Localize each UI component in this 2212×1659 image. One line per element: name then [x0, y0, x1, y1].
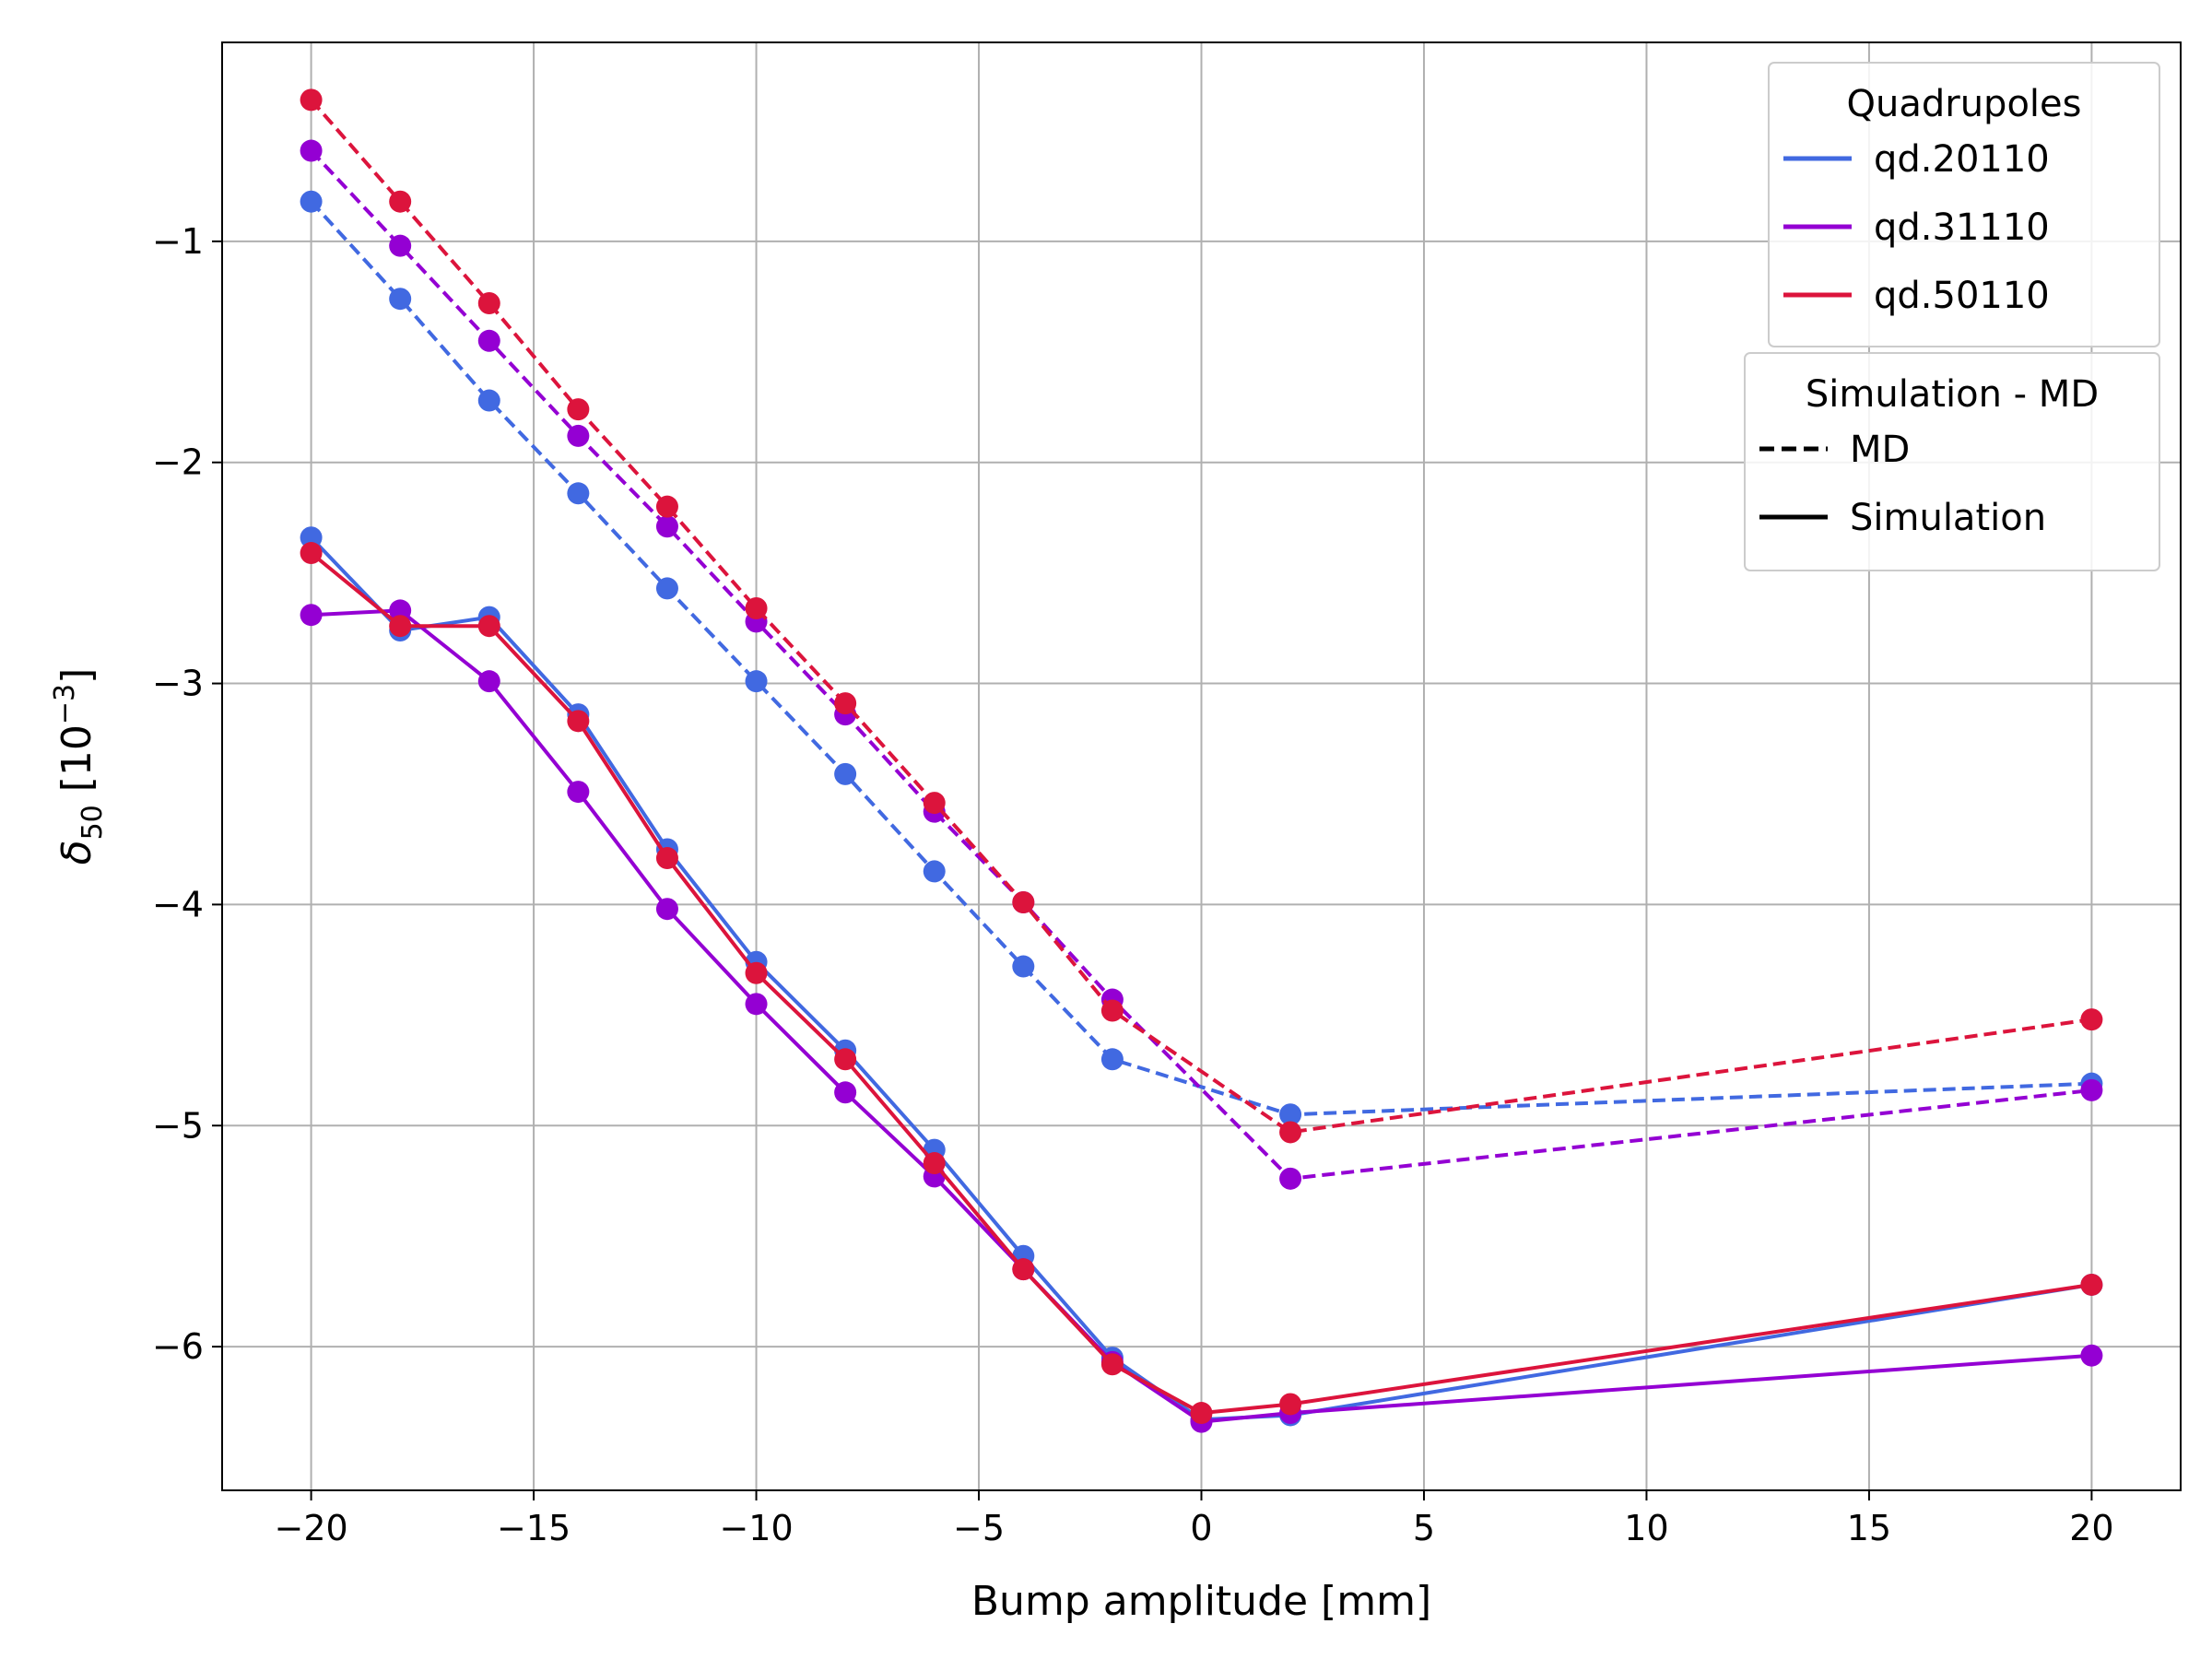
- series-line-qd-50110-md: [310, 99, 2092, 1135]
- legend-entry-label: MD: [1850, 429, 1910, 471]
- data-point: [567, 482, 590, 505]
- x-tick-label: 10: [1624, 1508, 1668, 1548]
- data-point: [745, 597, 768, 620]
- data-point: [477, 670, 500, 693]
- data-point: [834, 1081, 857, 1104]
- legend-entry-label: qd.31110: [1874, 206, 2050, 249]
- x-tick-label: −15: [497, 1508, 571, 1548]
- y-tick-label: −5: [152, 1105, 204, 1146]
- data-point: [655, 495, 678, 518]
- data-point: [1100, 1353, 1124, 1376]
- data-point: [300, 526, 323, 549]
- y-tick-label: −2: [152, 442, 204, 483]
- x-tick-label: −10: [719, 1508, 793, 1548]
- y-tick-label: −6: [152, 1326, 204, 1367]
- data-point: [389, 599, 412, 622]
- data-point: [923, 860, 946, 883]
- data-point: [567, 424, 590, 447]
- data-point: [477, 389, 500, 412]
- data-point: [745, 961, 768, 984]
- ticks: −20 −15 −10 −5 0 5 10 15 20 −1 −2 −3 −4 −5 −6: [152, 221, 2114, 1548]
- y-tick-label: −3: [152, 664, 204, 704]
- series-layer: [300, 88, 2103, 1433]
- data-point: [655, 515, 678, 538]
- data-point: [300, 88, 323, 112]
- data-point: [1279, 1393, 1302, 1416]
- data-point: [300, 542, 323, 565]
- legend-title: Quadrupoles: [1847, 83, 2082, 125]
- series-line-qd-20110-md: [310, 200, 2092, 1117]
- x-axis-label: Bump amplitude [mm]: [971, 1578, 1431, 1625]
- data-point: [477, 292, 500, 315]
- x-tick-label: 20: [2069, 1508, 2113, 1548]
- x-tick-label: −20: [274, 1508, 347, 1548]
- data-point: [2080, 1078, 2103, 1101]
- data-point: [389, 615, 412, 638]
- data-point: [300, 139, 323, 162]
- y-tick-label: −1: [152, 221, 204, 262]
- x-tick-label: 15: [1847, 1508, 1891, 1548]
- legend-frame: [1768, 62, 2160, 347]
- data-point: [389, 288, 412, 311]
- legend-frame: [1744, 352, 2160, 571]
- data-point: [1012, 955, 1035, 978]
- data-point: [655, 577, 678, 600]
- data-point: [300, 190, 323, 213]
- data-point: [1190, 1402, 1213, 1425]
- legend-entry-label: Simulation: [1850, 497, 2046, 539]
- legend-box-1: Quadrupoles qd.20110 qd.31110 qd.50110: [1768, 62, 2160, 347]
- data-point: [477, 329, 500, 352]
- legend-title: Simulation - MD: [1806, 373, 2099, 416]
- series-qd-20110-md: [300, 190, 2103, 1126]
- legend-entry-label: qd.20110: [1874, 138, 2050, 181]
- x-tick-label: 0: [1190, 1508, 1212, 1548]
- data-point: [567, 398, 590, 421]
- data-point: [923, 792, 946, 815]
- data-point: [1100, 999, 1124, 1022]
- data-point: [834, 692, 857, 715]
- data-point: [300, 604, 323, 627]
- data-point: [1012, 1258, 1035, 1281]
- data-point: [1279, 1103, 1302, 1126]
- data-point: [834, 762, 857, 785]
- data-point: [745, 993, 768, 1016]
- data-point: [477, 615, 500, 638]
- data-point: [1100, 1048, 1124, 1071]
- y-tick-label: −4: [152, 884, 204, 924]
- data-point: [1012, 891, 1035, 914]
- data-point: [655, 898, 678, 921]
- legend-box-2: Simulation - MD MD Simulation: [1744, 352, 2160, 571]
- x-tick-label: 5: [1413, 1508, 1435, 1548]
- data-point: [567, 781, 590, 804]
- data-point: [389, 190, 412, 213]
- data-point: [1279, 1121, 1302, 1144]
- data-point: [1279, 1167, 1302, 1190]
- series-qd-50110-simulation: [300, 542, 2103, 1425]
- x-tick-label: −5: [953, 1508, 1005, 1548]
- data-point: [2080, 1273, 2103, 1296]
- data-point: [745, 670, 768, 693]
- series-qd-50110-md: [300, 88, 2103, 1144]
- data-point: [834, 1048, 857, 1071]
- legend: Quadrupoles qd.20110 qd.31110 qd.50110 Simul…: [1744, 62, 2160, 571]
- legend-entry-label: qd.50110: [1874, 275, 2050, 317]
- data-point: [2080, 1008, 2103, 1031]
- data-point: [923, 1152, 946, 1175]
- data-point: [389, 234, 412, 257]
- data-point: [655, 847, 678, 870]
- data-point: [2080, 1344, 2103, 1367]
- data-point: [567, 710, 590, 733]
- y-axis-label: δ50 [10−3]: [49, 668, 109, 865]
